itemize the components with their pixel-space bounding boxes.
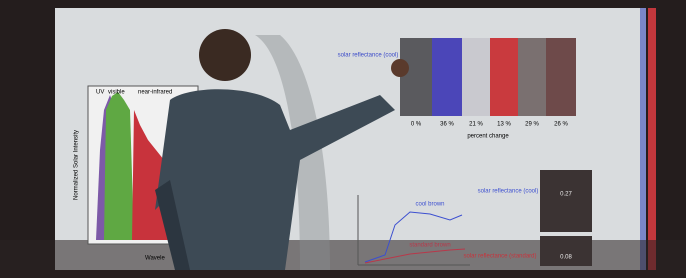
legend-cool: solar reflectance (cool) (478, 189, 539, 195)
band-label: visible (108, 90, 125, 96)
series-label: cool brown (415, 202, 444, 208)
swatch-row (400, 38, 576, 116)
percent-label: 13 % (497, 122, 511, 128)
band-label: near-infrared (138, 90, 172, 96)
band-label: UV (96, 90, 104, 96)
percent-label: 0 % (411, 122, 422, 128)
scene: Normalized Solar Intensity UV visible ne… (0, 0, 686, 278)
percent-label: 21 % (469, 122, 483, 128)
axis-label: percent change (467, 134, 509, 140)
swatch-label: solar reflectance (cool) (338, 53, 399, 59)
percent-label: 26 % (554, 122, 568, 128)
x-axis-label: Wavele (145, 256, 165, 262)
swatch (462, 38, 490, 116)
bar-value: 0.08 (560, 255, 572, 261)
swatch (490, 38, 518, 116)
legend-standard: solar reflectance (standard) (463, 254, 536, 260)
series-label: standard brown (409, 243, 450, 249)
bar-cool (540, 170, 592, 232)
visible-band (104, 92, 134, 240)
swatch (432, 38, 462, 116)
head (199, 29, 251, 81)
percent-label: 29 % (525, 122, 539, 128)
swatch (400, 38, 432, 116)
y-axis-label: Normalized Solar Intensity (74, 130, 80, 200)
percent-label: 36 % (440, 122, 454, 128)
swatch (546, 38, 576, 116)
screen-edge-blue (640, 8, 646, 270)
bar-value: 0.27 (560, 192, 572, 198)
bar-standard (540, 236, 592, 266)
swatch (518, 38, 546, 116)
screen-edge-red (648, 8, 656, 270)
hand (391, 59, 409, 77)
